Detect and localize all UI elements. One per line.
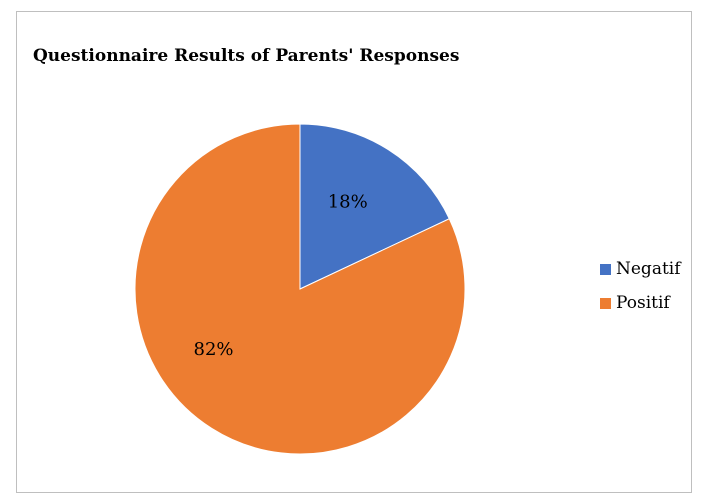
pie-slice-negatif	[299, 123, 450, 290]
legend-item-positif: Positif	[600, 286, 681, 320]
pie-slice-labels: 18% 82%	[194, 192, 368, 360]
legend-label-positif: Positif	[616, 293, 670, 313]
slice-label-negatif: 18%	[328, 192, 368, 213]
slice-label-positif: 82%	[194, 339, 234, 360]
chart-legend: Negatif Positif	[600, 252, 681, 320]
legend-label-negatif: Negatif	[616, 259, 681, 279]
chart-title: Questionnaire Results of Parents' Respon…	[33, 46, 460, 66]
pie-slices	[134, 123, 466, 455]
legend-swatch-negatif	[600, 263, 611, 275]
legend-item-negatif: Negatif	[600, 252, 681, 286]
legend-swatch-positif	[600, 297, 611, 309]
pie-slice-positif	[134, 123, 466, 455]
